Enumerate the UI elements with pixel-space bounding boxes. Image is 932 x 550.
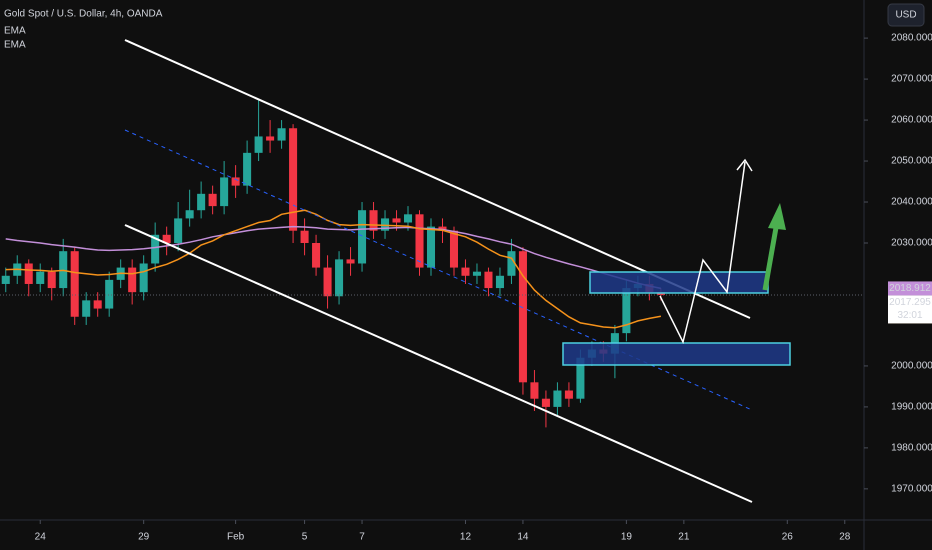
y-tick-label: 2070.000 xyxy=(891,74,932,85)
candle-body xyxy=(70,251,79,317)
candle-body xyxy=(392,218,401,223)
x-tick-label: Feb xyxy=(227,532,245,543)
axes: 2080.000 2070.000 2060.000 2050.000 2040.000… xyxy=(35,33,932,543)
x-tick-label: 12 xyxy=(460,532,472,543)
candle-body xyxy=(381,218,390,231)
x-tick-label: 29 xyxy=(138,532,150,543)
candle-body xyxy=(553,390,562,407)
x-tick-label: 19 xyxy=(621,532,633,543)
candle-body xyxy=(139,263,148,293)
candle-body xyxy=(300,230,309,243)
arrow-head xyxy=(736,158,753,172)
last-price-box xyxy=(888,295,932,324)
x-tick-label: 7 xyxy=(359,532,365,543)
candle-body xyxy=(576,357,585,399)
countdown: 32:01 xyxy=(897,310,922,321)
candle-body xyxy=(254,136,263,153)
ema-line xyxy=(5,225,662,290)
candle-body xyxy=(1,275,10,284)
path-arrow xyxy=(659,161,746,345)
candle-body xyxy=(128,267,137,293)
candle-body xyxy=(518,251,527,383)
x-tick-label: 28 xyxy=(839,532,851,543)
candle-body xyxy=(403,214,413,223)
x-tick-label: 5 xyxy=(302,532,308,543)
x-tick-label: 26 xyxy=(782,532,794,543)
candle-body xyxy=(530,382,539,399)
y-tick-label: 2050.000 xyxy=(891,156,932,167)
candle-body xyxy=(346,259,355,264)
candle-body xyxy=(174,218,183,243)
x-tick-label: 21 xyxy=(678,532,690,543)
y-tick-label: 1990.000 xyxy=(891,402,932,413)
candle-body xyxy=(461,267,470,276)
candle-body xyxy=(47,271,56,289)
candle-body xyxy=(82,300,91,317)
candle-body xyxy=(564,390,573,399)
candle-body xyxy=(415,214,424,268)
y-tick-label: 2080.000 xyxy=(891,33,932,44)
legend-entry: EMA xyxy=(4,40,26,51)
candle-body xyxy=(59,251,68,289)
candle-body xyxy=(541,398,550,407)
candle-body xyxy=(622,288,631,334)
candle-body xyxy=(36,271,45,284)
ema-price-label: 2018.912 xyxy=(889,283,931,294)
y-tick-label: 2000.000 xyxy=(891,361,932,372)
candle-body xyxy=(151,234,160,264)
candle-body xyxy=(335,259,344,297)
candle-body xyxy=(312,242,321,268)
trend-line xyxy=(124,224,753,503)
currency-button[interactable] xyxy=(887,3,925,27)
candle-body xyxy=(162,234,171,243)
candle-body xyxy=(484,271,493,289)
candle-body xyxy=(243,152,252,186)
drawings xyxy=(124,39,791,503)
dashed-line xyxy=(124,129,753,411)
currency[interactable]: USD xyxy=(895,10,916,21)
x-tick-label: 24 xyxy=(35,532,47,543)
x-tick-label: 14 xyxy=(517,532,529,543)
candle-body xyxy=(231,177,240,186)
chart-title: Gold Spot / U.S. Dollar, 4h, OANDA xyxy=(4,9,163,20)
candle-body xyxy=(426,226,436,268)
candle-body xyxy=(289,128,298,231)
candle-body xyxy=(197,193,206,211)
y-tick-label: 1970.000 xyxy=(891,483,932,494)
candle-body xyxy=(472,271,481,276)
plot xyxy=(0,99,864,428)
candle-body xyxy=(24,263,33,284)
candle-body xyxy=(438,226,447,231)
ema-price-box xyxy=(888,281,932,296)
legend-entry: EMA xyxy=(4,26,26,37)
candle-body xyxy=(185,210,194,219)
zone xyxy=(589,271,769,294)
green-arrow xyxy=(762,221,780,291)
y-tick-label: 2060.000 xyxy=(891,115,932,126)
candle-body xyxy=(369,210,378,231)
y-tick-label: 2040.000 xyxy=(891,197,932,208)
candle-body xyxy=(208,193,217,207)
y-tick-label: 2030.000 xyxy=(891,238,932,249)
candle-body xyxy=(323,267,332,297)
candle-body xyxy=(220,177,229,207)
green-arrow-head xyxy=(768,203,786,230)
candle-body xyxy=(495,275,504,289)
candle-body xyxy=(358,210,367,264)
candle-body xyxy=(277,128,286,141)
y-tick-label: 1980.000 xyxy=(891,443,932,454)
candle-body xyxy=(507,251,516,276)
zone xyxy=(562,342,791,366)
candle-body xyxy=(93,300,102,309)
last-price-label: 2017.295 xyxy=(889,297,931,308)
candle-body xyxy=(105,279,114,309)
candle-body xyxy=(449,230,459,268)
candle-body xyxy=(266,136,275,141)
